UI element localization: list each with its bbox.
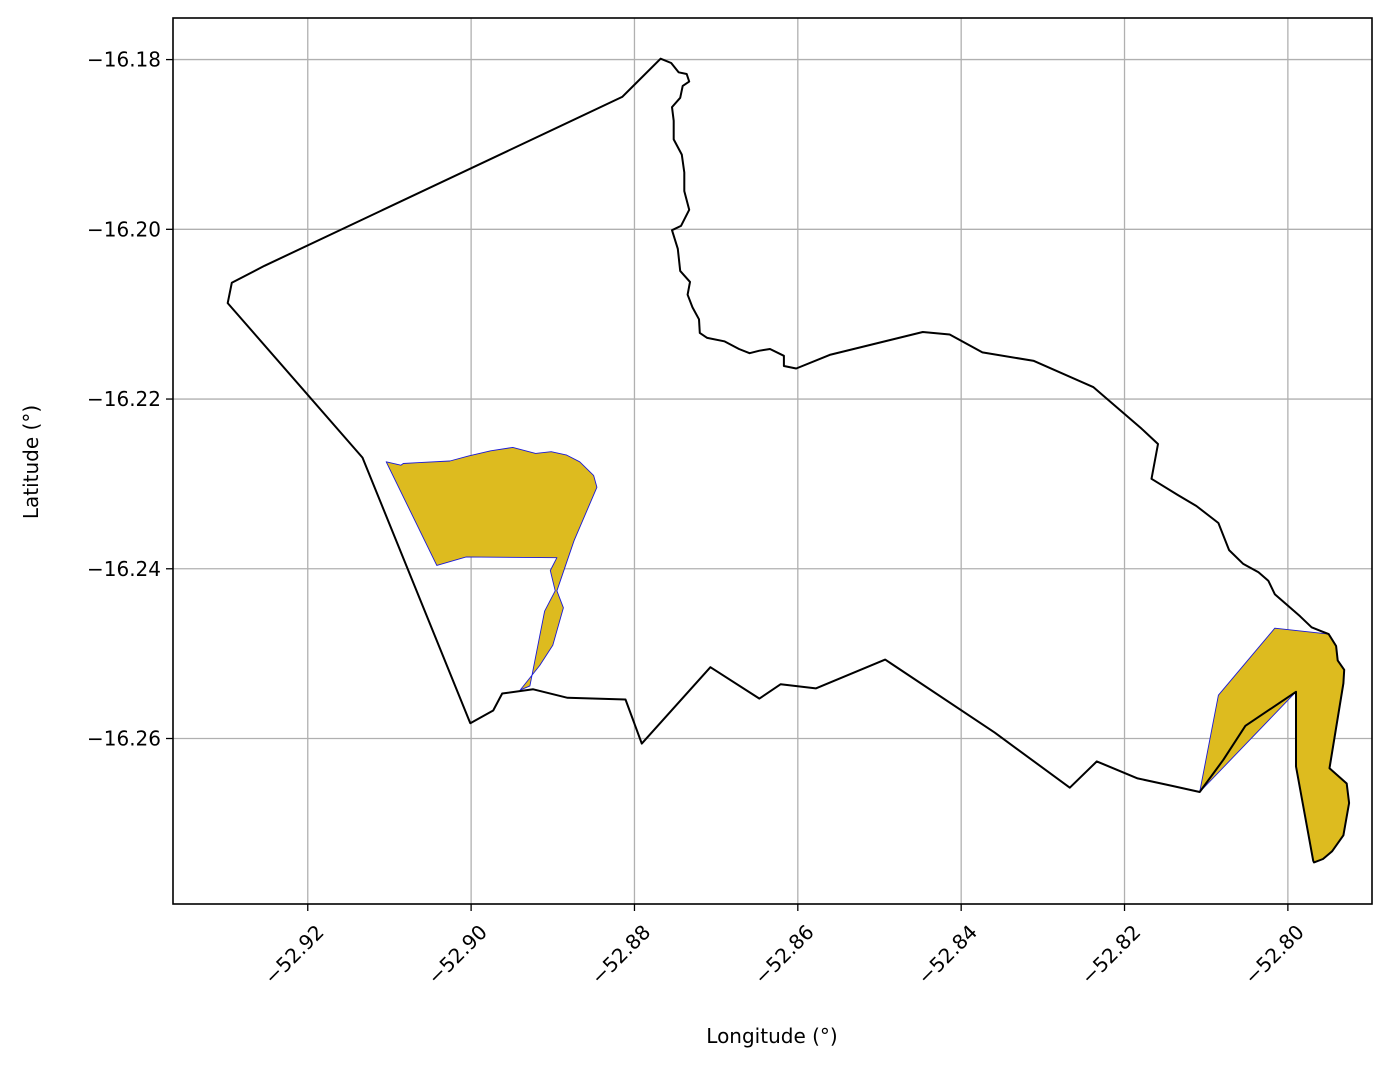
y-tick-label: −16.26: [87, 727, 161, 751]
x-axis-label: Longitude (°): [706, 1024, 837, 1048]
x-tick-label: −52.80: [1239, 920, 1308, 989]
boundary-outline: [226, 57, 1351, 864]
x-tick-label: −52.86: [749, 920, 818, 989]
x-tick-label: −52.88: [586, 920, 655, 989]
y-axis-ticks: −16.18 −16.20 −16.22 −16.24 −16.26: [87, 48, 173, 751]
y-tick-label: −16.20: [87, 217, 161, 241]
x-tick-label: −52.90: [423, 920, 492, 989]
x-axis-ticks: −52.92 −52.90 −52.88 −52.86 −52.84 −52.82 −52.…: [259, 904, 1309, 989]
y-axis-label: Latitude (°): [19, 405, 43, 519]
region-boundary: [226, 57, 1351, 864]
y-tick-label: −16.18: [87, 48, 161, 72]
x-tick-label: −52.82: [1076, 920, 1145, 989]
y-tick-label: −16.22: [87, 387, 161, 411]
shaded-area: [385, 446, 598, 691]
x-tick-label: −52.92: [259, 920, 328, 989]
grid-lines: [173, 18, 1372, 904]
x-tick-label: −52.84: [913, 920, 982, 989]
shaded-area: [1199, 627, 1350, 863]
y-tick-label: −16.24: [87, 557, 161, 581]
shaded-areas: [385, 446, 1350, 863]
plot-frame: [172, 17, 1373, 905]
